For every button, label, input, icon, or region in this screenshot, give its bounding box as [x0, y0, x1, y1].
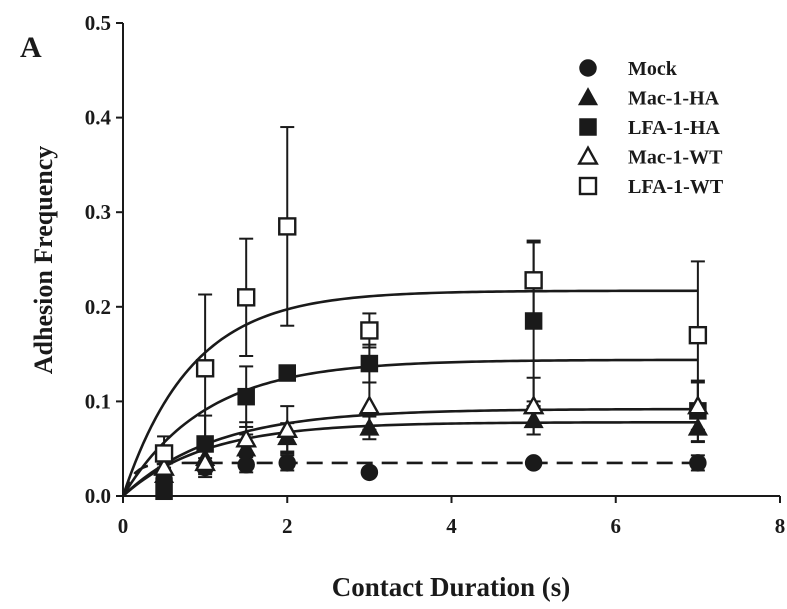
- marker-lfa-1-wt: [524, 271, 543, 290]
- marker-mac-1-ha: [359, 417, 380, 436]
- x-axis-title: Contact Duration (s): [332, 572, 570, 602]
- marker-mac-1-ha: [687, 417, 708, 436]
- marker-mock: [237, 456, 255, 474]
- fit-curve-mac-1-wt: [122, 407, 698, 497]
- fit-curves: [121, 289, 698, 497]
- marker-mock: [689, 454, 707, 472]
- y-tick-label: 0.2: [85, 295, 111, 319]
- x-tick-label: 6: [611, 514, 622, 538]
- data-markers: [153, 217, 709, 501]
- marker-lfa-1-ha: [278, 364, 296, 382]
- x-tick-label: 4: [446, 514, 457, 538]
- marker-lfa-1-wt: [360, 321, 379, 340]
- legend-marker-mac-1-ha: [577, 87, 599, 106]
- x-tick-label: 8: [775, 514, 786, 538]
- marker-mock: [360, 463, 379, 482]
- marker-lfa-1-ha: [524, 312, 543, 330]
- legend-marker-lfa-1-wt: [578, 176, 598, 196]
- panel-label: A: [20, 31, 42, 64]
- legend-marker-lfa-1-ha: [579, 118, 597, 136]
- y-axis-ticks: 0.0 0.1 0.2 0.3 0.4 0.5: [85, 11, 123, 508]
- legend-marker-mock: [579, 59, 597, 77]
- legend-label: LFA-1-WT: [628, 176, 724, 198]
- marker-mac-1-wt: [522, 394, 545, 415]
- marker-mac-1-ha: [236, 438, 257, 457]
- marker-mac-1-wt: [235, 427, 258, 448]
- y-tick-label: 0.3: [85, 200, 111, 224]
- marker-mac-1-wt: [194, 451, 216, 472]
- marker-lfa-1-wt: [236, 288, 256, 307]
- fit-curve-lfa-1-wt: [121, 289, 698, 497]
- marker-mac-1-wt: [687, 394, 709, 415]
- legend: Mock Mac-1-HA LFA-1-HA Mac-1-WT LFA-1-WT: [577, 58, 724, 198]
- fit-curve-lfa-1-ha: [121, 358, 698, 497]
- marker-lfa-1-wt: [688, 325, 708, 345]
- fit-curve-mac-1-ha: [122, 420, 698, 497]
- y-tick-label: 0.0: [85, 484, 111, 508]
- fit-curve-mock: [121, 461, 698, 497]
- legend-label: Mac-1-HA: [628, 88, 720, 110]
- x-tick-label: 0: [118, 514, 129, 538]
- marker-mock: [278, 454, 296, 472]
- legend-label: Mock: [628, 58, 678, 80]
- x-tick-label: 2: [282, 514, 293, 538]
- marker-lfa-1-wt: [195, 359, 215, 378]
- y-tick-label: 0.5: [85, 11, 111, 35]
- legend-marker-mac-1-wt: [577, 145, 599, 165]
- y-tick-label: 0.4: [85, 106, 112, 130]
- marker-mac-1-wt: [153, 456, 175, 476]
- marker-lfa-1-ha: [196, 435, 214, 453]
- marker-lfa-1-ha: [360, 354, 379, 373]
- marker-lfa-1-wt: [278, 217, 297, 236]
- marker-mac-1-wt: [276, 418, 299, 439]
- legend-label: Mac-1-WT: [628, 147, 723, 169]
- marker-lfa-1-wt: [154, 444, 174, 463]
- x-axis-ticks: 0 2 4 6 8: [118, 496, 786, 538]
- marker-mock: [524, 454, 543, 472]
- marker-mac-1-ha: [523, 409, 544, 429]
- y-axis-title: Adhesion Frequency: [29, 146, 58, 375]
- marker-mac-1-wt: [358, 394, 381, 415]
- marker-lfa-1-ha: [237, 387, 255, 406]
- axes: 0 2 4 6 8 0.0 0.1 0.2 0.3 0.4 0.5: [85, 11, 786, 538]
- legend-label: LFA-1-HA: [628, 117, 720, 139]
- y-tick-label: 0.1: [85, 389, 111, 413]
